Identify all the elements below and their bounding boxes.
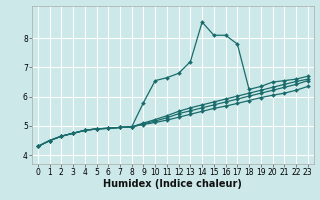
X-axis label: Humidex (Indice chaleur): Humidex (Indice chaleur) [103, 179, 242, 189]
